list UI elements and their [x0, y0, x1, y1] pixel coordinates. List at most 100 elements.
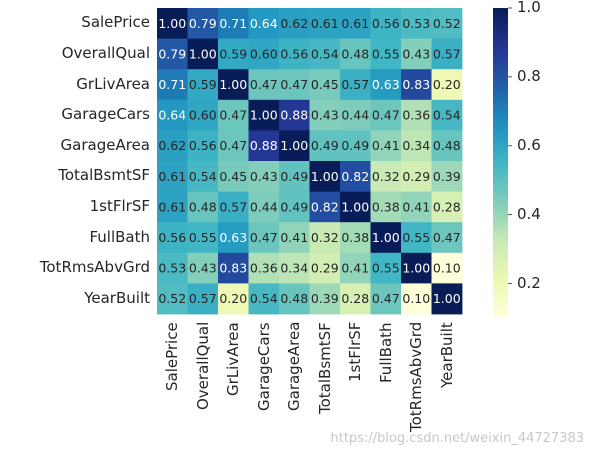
heatmap-cell-value: 1.00 — [280, 138, 308, 153]
heatmap-cell-value: 0.56 — [280, 46, 308, 61]
heatmap-cell — [248, 99, 280, 131]
heatmap-cell-value: 0.55 — [402, 230, 430, 245]
heatmap-cell — [370, 69, 402, 101]
heatmap-cell — [157, 69, 188, 101]
heatmap-cell — [431, 130, 463, 162]
heatmap-cell-value: 0.34 — [402, 138, 430, 153]
heatmap-cell — [279, 161, 310, 192]
heatmap-cell-value: 0.71 — [158, 77, 186, 92]
heatmap-cell-value: 0.20 — [219, 291, 247, 306]
heatmap-cell — [218, 252, 249, 284]
heatmap-cell-value: 0.62 — [158, 138, 186, 153]
y-tick-label: TotalBsmtSF — [58, 166, 150, 185]
heatmap-cell-value: 1.00 — [402, 261, 430, 276]
heatmap-cell-value: 0.47 — [219, 108, 247, 123]
heatmap-cell-value: 0.52 — [433, 16, 461, 31]
heatmap-cell — [309, 252, 341, 284]
heatmap-cell — [218, 69, 249, 101]
heatmap-cell-value: 0.57 — [341, 77, 369, 92]
heatmap-cell — [157, 191, 188, 223]
heatmap-cell-value: 1.00 — [189, 46, 217, 61]
heatmap-cell-value: 0.32 — [372, 169, 400, 184]
y-tick-label: OverallQual — [61, 43, 150, 62]
y-tick-label: GarageCars — [61, 105, 150, 124]
x-tick-label: 1stFlrSF — [346, 321, 365, 382]
heatmap-cell — [431, 69, 463, 101]
x-tick-label: GarageCars — [254, 322, 273, 411]
heatmap-cell — [431, 252, 463, 284]
colorbar-tick-label: 0.2 — [517, 273, 541, 292]
heatmap-cell-value: 0.54 — [433, 108, 461, 123]
heatmap-cell — [401, 99, 432, 131]
heatmap-cell-value: 0.48 — [433, 138, 461, 153]
heatmap-cell — [218, 191, 249, 223]
heatmap-cell — [157, 130, 188, 162]
heatmap-cell-value: 0.39 — [311, 291, 339, 306]
heatmap-cell — [279, 8, 310, 39]
heatmap-cell-value: 0.61 — [158, 199, 186, 214]
heatmap-cell-value: 0.83 — [219, 261, 247, 276]
heatmap-cell-value: 0.43 — [402, 46, 430, 61]
heatmap-cell-value: 0.49 — [311, 138, 339, 153]
y-tick-label: TotRmsAbvGrd — [39, 258, 150, 277]
heatmap-cell — [370, 8, 402, 39]
heatmap-cell — [248, 222, 280, 254]
heatmap-cell-value: 0.36 — [250, 261, 278, 276]
heatmap-cell — [218, 222, 249, 254]
heatmap-cell-value: 0.48 — [341, 46, 369, 61]
watermark: https://blog.csdn.net/weixin_44727383 — [330, 431, 584, 446]
heatmap-cell-value: 0.47 — [280, 77, 308, 92]
heatmap-cell — [218, 8, 249, 39]
heatmap-cell — [370, 161, 402, 192]
heatmap-cell — [309, 222, 341, 254]
heatmap-cell-value: 0.83 — [402, 77, 430, 92]
heatmap-cell — [431, 38, 463, 70]
heatmap-cell-value: 0.43 — [311, 108, 339, 123]
heatmap-cell-value: 0.45 — [219, 169, 247, 184]
heatmap-cell-value: 0.10 — [402, 291, 430, 306]
heatmap-cell — [401, 8, 432, 39]
heatmap-cell — [309, 283, 341, 315]
heatmap-cell — [187, 8, 219, 39]
heatmap-cell — [248, 38, 280, 70]
heatmap-cell-value: 0.55 — [372, 46, 400, 61]
colorbar-tick-label: 1.0 — [517, 0, 541, 16]
heatmap-cell-value: 0.60 — [189, 108, 217, 123]
heatmap-cell — [187, 130, 219, 162]
y-tick-label: SalePrice — [81, 13, 150, 32]
heatmap-cell — [401, 252, 432, 284]
heatmap-cell-value: 0.61 — [341, 16, 369, 31]
heatmap-cell — [340, 69, 371, 101]
heatmap-cell-value: 0.64 — [250, 16, 278, 31]
heatmap-cell — [279, 283, 310, 315]
colorbar — [493, 8, 508, 318]
heatmap-cell-value: 0.47 — [219, 138, 247, 153]
heatmap-cell — [218, 161, 249, 192]
heatmap-cell-value: 0.32 — [311, 230, 339, 245]
heatmap-cell — [248, 8, 280, 39]
heatmap-cell-value: 0.56 — [158, 230, 186, 245]
heatmap-cell-value: 0.63 — [219, 230, 247, 245]
heatmap-cell-value: 1.00 — [433, 291, 461, 306]
heatmap-cell — [248, 69, 280, 101]
heatmap-cell — [279, 99, 310, 131]
heatmap-cell-value: 0.44 — [341, 108, 369, 123]
heatmap-cell-value: 0.55 — [372, 261, 400, 276]
heatmap-cell — [431, 8, 463, 39]
heatmap-cell-value: 0.48 — [280, 291, 308, 306]
heatmap-cell-value: 0.41 — [372, 138, 400, 153]
y-tick-label: 1stFlrSF — [89, 196, 150, 215]
heatmap-cell-value: 0.60 — [250, 46, 278, 61]
x-tick-label: YearBuilt — [437, 322, 456, 388]
heatmap-cell-value: 0.49 — [280, 199, 308, 214]
heatmap-cell — [187, 99, 219, 131]
heatmap-cell — [157, 99, 188, 131]
heatmap-cell — [309, 8, 341, 39]
heatmap-cell — [218, 99, 249, 131]
heatmap-cell — [340, 222, 371, 254]
heatmap-cell-value: 0.44 — [250, 199, 278, 214]
heatmap-cell — [279, 191, 310, 223]
heatmap-cell-value: 0.64 — [158, 108, 186, 123]
heatmap-cell-value: 0.62 — [280, 16, 308, 31]
heatmap-cell-value: 0.48 — [189, 199, 217, 214]
